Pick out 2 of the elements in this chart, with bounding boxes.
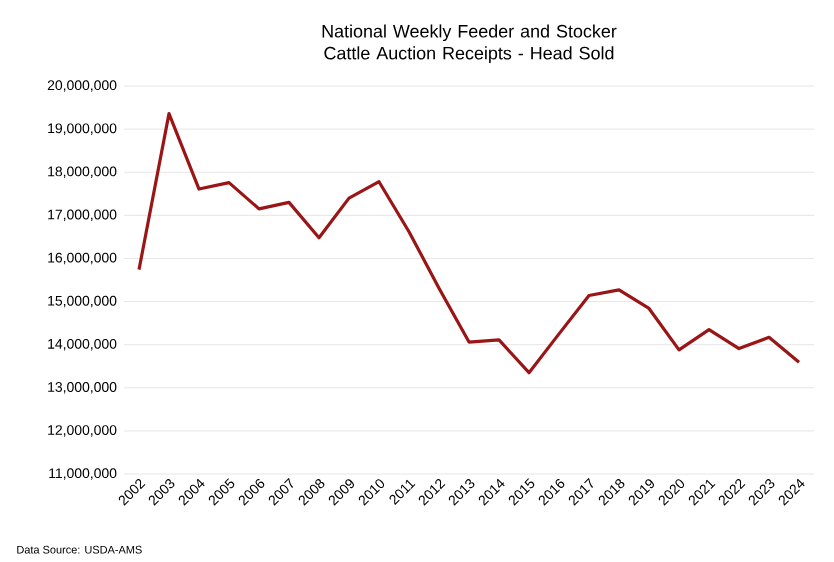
line-series	[137, 112, 801, 375]
chart-title: National Weekly Feeder and Stocker Cattle Auction Receipts - Head Sold	[322, 24, 617, 64]
